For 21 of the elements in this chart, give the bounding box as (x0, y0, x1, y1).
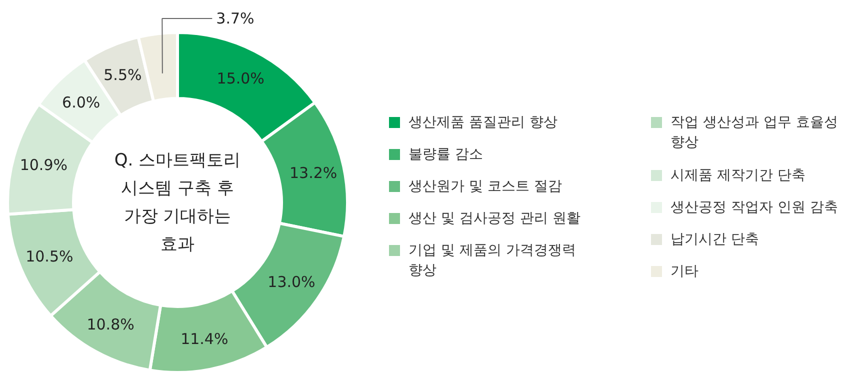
legend-label: 기타 (670, 264, 698, 280)
data-label: 13.2% (290, 164, 338, 182)
legend-label: 불량률 감소 (408, 146, 483, 162)
legend-label: 납기시간 단축 (670, 232, 759, 248)
text: Q. 스마트팩토리 시스템 구축 후 가장 기대하는 효과 (114, 150, 241, 254)
legend-label: 작업 생산성과 업무 효율성 향상 (670, 114, 838, 150)
legend-label: 생산제품 품질관리 향상 (408, 114, 558, 130)
data-label: 3.7% (216, 10, 254, 28)
legend-label: 생산원가 및 코스트 절감 (408, 178, 562, 194)
legend-label: 생산 및 검사공정 관리 원활 (408, 210, 580, 226)
data-label: 10.5% (26, 248, 74, 266)
data-label: 15.0% (216, 70, 264, 88)
data-label: 5.5% (104, 66, 142, 84)
data-label: 10.8% (86, 315, 134, 334)
legend-label: 생산공정 작업자 인원 감축 (670, 200, 838, 216)
data-label: 13.0% (268, 273, 316, 292)
data-label: 10.9% (20, 156, 68, 174)
legend-label: 기업 및 제품의 가격경쟁력 향상 (408, 242, 576, 278)
legend-label: 시제품 제작기간 단축 (670, 168, 806, 184)
data-label: 11.4% (180, 330, 228, 348)
data-label: 6.0% (62, 93, 100, 112)
